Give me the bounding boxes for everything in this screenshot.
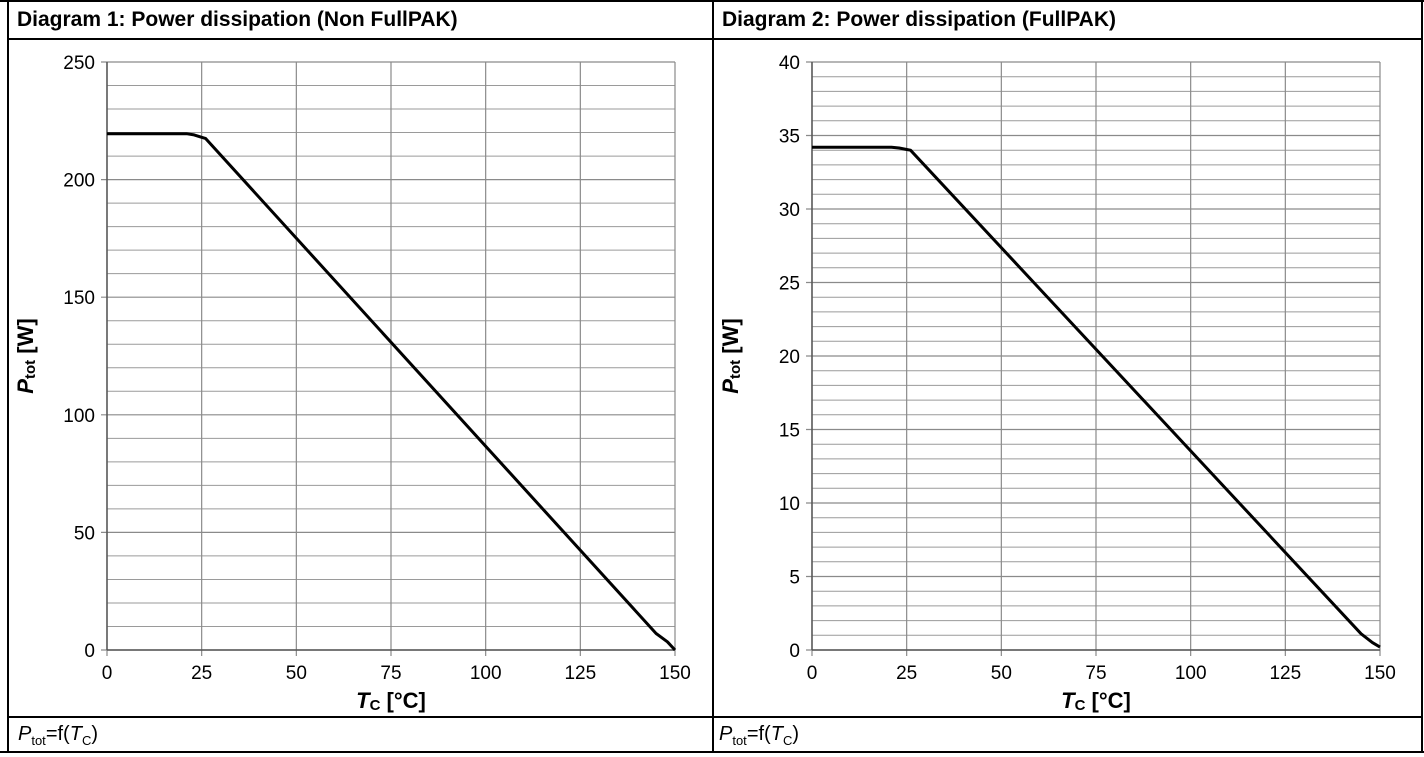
y-tick-label: 0 xyxy=(789,641,800,662)
caption-var2: T xyxy=(770,723,783,745)
y-tick-label: 250 xyxy=(63,53,95,74)
diagram-1-chart: 0 50 100 150 200 250 0 25 50 75 100 125 150 TC [°C] Pt… xyxy=(13,53,691,714)
caption-sub: tot xyxy=(31,733,46,748)
x-tick-label: 100 xyxy=(470,663,502,684)
x-tick-label: 0 xyxy=(102,663,113,684)
x-tick-label: 25 xyxy=(896,663,917,684)
x-tick-label: 0 xyxy=(807,663,818,684)
x-tick-label: 75 xyxy=(1085,663,1106,684)
x-tick-label: 150 xyxy=(1364,663,1396,684)
caption-var2: T xyxy=(69,723,82,745)
y-tick-label: 25 xyxy=(779,274,800,295)
x-tick-label: 125 xyxy=(564,663,596,684)
diagram-2-chart: 0 5 10 15 20 25 30 35 40 0 25 50 75 100 125 150 TC [°C] P… xyxy=(718,53,1396,714)
caption-var: P xyxy=(719,723,733,745)
x-tick-label: 25 xyxy=(191,663,212,684)
caption-sub2: C xyxy=(81,733,92,748)
y-tick-label: 10 xyxy=(779,494,800,515)
x-axis-label: TC [°C] xyxy=(356,688,426,714)
series-line xyxy=(812,145,1381,649)
caption-sub2: C xyxy=(782,733,793,748)
caption-end: ) xyxy=(91,723,98,745)
x-axis-label: TC [°C] xyxy=(1061,688,1131,714)
caption-mid: =f( xyxy=(746,723,771,745)
diagram-1-caption: Ptot=f(TC) xyxy=(9,718,712,751)
diagram-1-title: Diagram 1: Power dissipation (Non FullPA… xyxy=(17,8,458,31)
y-tick-label: 35 xyxy=(779,127,800,148)
y-tick-label: 0 xyxy=(84,641,95,662)
y-tick-label: 40 xyxy=(779,53,800,74)
x-tick-label: 75 xyxy=(380,663,401,684)
y-tick-label: 100 xyxy=(63,406,95,427)
diagram-2-caption: Ptot=f(TC) xyxy=(714,718,1421,751)
x-tick-label: 125 xyxy=(1269,663,1301,684)
y-tick-label: 200 xyxy=(63,171,95,192)
series-line xyxy=(107,132,677,652)
y-tick-label: 20 xyxy=(779,347,800,368)
y-axis-label: Ptot [W] xyxy=(718,318,744,393)
y-tick-label: 30 xyxy=(779,200,800,221)
x-tick-label: 50 xyxy=(286,663,307,684)
y-axis-label: Ptot [W] xyxy=(13,318,39,393)
y-tick-label: 5 xyxy=(789,568,800,589)
caption-end: ) xyxy=(792,723,799,745)
y-tick-label: 150 xyxy=(63,288,95,309)
y-tick-label: 50 xyxy=(74,523,95,544)
diagram-2-title: Diagram 2: Power dissipation (FullPAK) xyxy=(722,8,1116,31)
x-tick-label: 50 xyxy=(991,663,1012,684)
caption-mid: =f( xyxy=(45,723,70,745)
x-tick-label: 150 xyxy=(659,663,691,684)
x-tick-label: 100 xyxy=(1175,663,1207,684)
caption-sub: tot xyxy=(732,733,747,748)
y-tick-label: 15 xyxy=(779,421,800,442)
caption-var: P xyxy=(18,723,32,745)
